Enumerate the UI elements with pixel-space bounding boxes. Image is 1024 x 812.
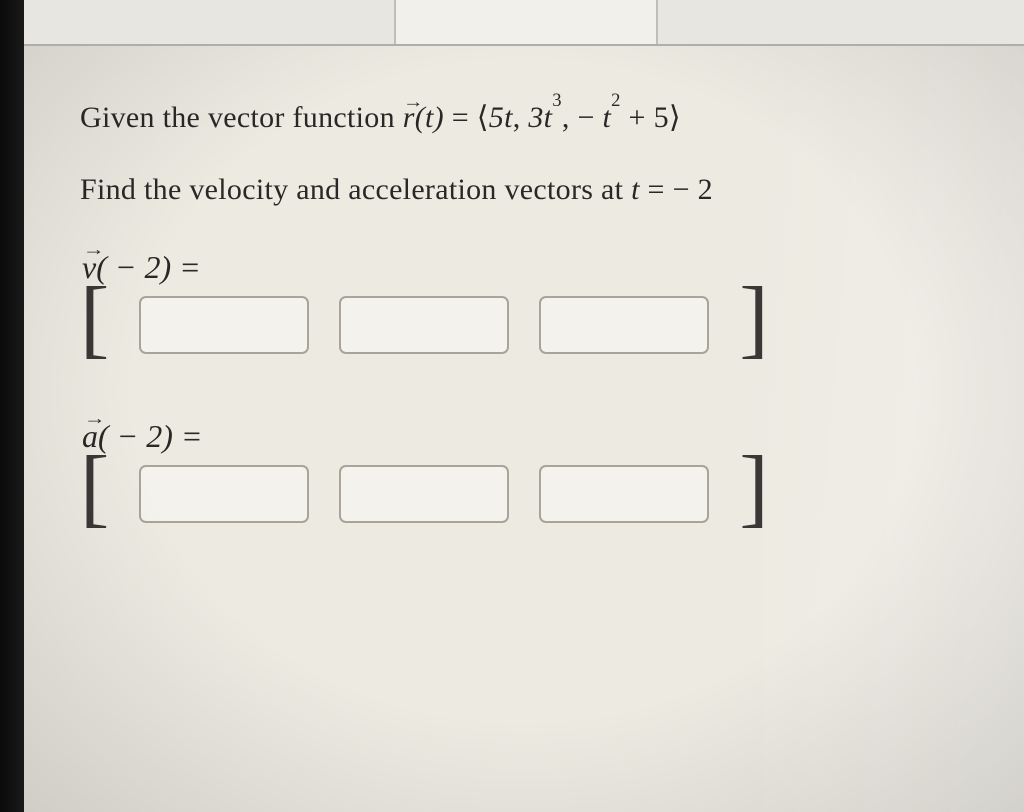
component-3-exponent: 2 (611, 90, 621, 111)
velocity-input-2[interactable] (339, 296, 509, 354)
velocity-input-row: [ ] (80, 292, 984, 358)
question-prefix: Given the vector function (80, 101, 403, 134)
instruction-value: − 2 (673, 173, 713, 206)
instruction-line: Find the velocity and acceleration vecto… (80, 173, 984, 207)
instruction-eq: = (640, 173, 673, 206)
angle-close: ⟩ (669, 101, 681, 134)
acceleration-input-1[interactable] (139, 465, 309, 523)
bracket-close-icon: ] (739, 286, 768, 352)
velocity-input-3[interactable] (539, 296, 709, 354)
question-prompt: Given the vector function r(t) = ⟨5t, 3t… (80, 100, 984, 135)
component-3-tail: + 5 (621, 101, 669, 134)
bracket-close-icon: ] (739, 455, 768, 521)
v-argument: ( − 2) = (96, 249, 201, 285)
sep-1: , (513, 101, 529, 134)
component-2-coeff: 3t (528, 101, 552, 134)
velocity-input-1[interactable] (139, 296, 309, 354)
instruction-prefix: Find the velocity and acceleration vecto… (80, 173, 631, 206)
component-3-neg: − (577, 101, 602, 134)
instruction-var: t (631, 173, 640, 206)
component-1: 5t (489, 101, 513, 134)
bracket-open-icon: [ (80, 455, 109, 521)
bracket-open-icon: [ (80, 286, 109, 352)
acceleration-label: a( − 2) = (80, 418, 984, 455)
sep-2: , (562, 101, 578, 134)
component-3-base: t (603, 101, 612, 134)
question-panel: Given the vector function r(t) = ⟨5t, 3t… (24, 46, 1024, 812)
acceleration-input-3[interactable] (539, 465, 709, 523)
window-top-bar (24, 0, 1024, 46)
monitor-edge (0, 0, 24, 812)
r-vector-symbol: r (403, 101, 415, 135)
acceleration-input-2[interactable] (339, 465, 509, 523)
velocity-label: v( − 2) = (80, 249, 984, 286)
velocity-block: v( − 2) = [ ] (80, 249, 984, 358)
acceleration-block: a( − 2) = [ ] (80, 418, 984, 527)
a-argument: ( − 2) = (98, 418, 203, 454)
acceleration-input-row: [ ] (80, 461, 984, 527)
equals-sign: = (452, 101, 477, 134)
component-2-exponent: 3 (552, 90, 562, 111)
angle-open: ⟨ (477, 101, 489, 134)
